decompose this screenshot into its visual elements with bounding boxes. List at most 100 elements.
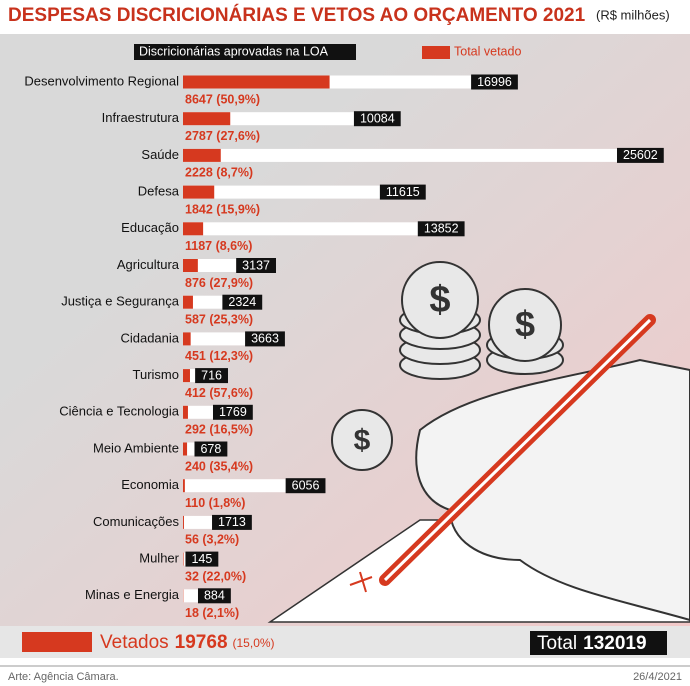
approved-box (245, 331, 285, 347)
vetoed-label: 451 (12,3%) (185, 349, 253, 363)
category-label: Defesa (138, 184, 180, 199)
approved-bar (183, 552, 186, 566)
vetoed-share: (15,0%) (233, 636, 275, 650)
approved-value: 10084 (360, 111, 395, 125)
approved-value: 2324 (228, 295, 256, 309)
legend-label: Discricionárias aprovadas na LOA (139, 44, 329, 58)
vetoed-bar (183, 369, 190, 383)
approved-value: 1769 (219, 405, 247, 419)
approved-bar (183, 442, 195, 456)
vetoed-bar (183, 405, 188, 419)
category-label: Educação (121, 220, 179, 235)
vetoed-label: 2228 (8,7%) (185, 166, 253, 180)
category-label: Saúde (141, 147, 179, 162)
vetoed-label: 32 (22,0%) (185, 569, 246, 583)
approved-value: 884 (204, 589, 225, 603)
svg-text:$: $ (515, 304, 535, 345)
approved-value: 145 (191, 552, 212, 566)
approved-value: 3137 (242, 258, 270, 272)
legend-swatch (134, 44, 356, 60)
category-label: Infraestrutura (102, 110, 180, 125)
approved-value: 6056 (292, 478, 320, 492)
category-label: Ciência e Tecnologia (59, 404, 179, 419)
category-label: Minas e Energia (85, 587, 180, 602)
vetoed-label: 292 (16,5%) (185, 423, 253, 437)
bars: Desenvolvimento Regional 16996 8647 (50,9%… (24, 73, 664, 620)
approved-value: 716 (201, 368, 222, 382)
category-label: Justiça e Segurança (61, 294, 180, 309)
approved-value: 16996 (477, 75, 512, 89)
vetoed-bar (183, 185, 215, 199)
approved-value: 11615 (386, 185, 420, 199)
vetoed-bar (183, 222, 204, 236)
approved-box (285, 478, 326, 494)
approved-box (212, 404, 253, 420)
vetoed-label: 8647 (50,9%) (185, 92, 260, 106)
vetoed-label: 18 (2,1%) (185, 606, 239, 620)
category-label: Mulher (139, 551, 179, 566)
legend-swatch (422, 46, 450, 59)
approved-bar (183, 332, 246, 346)
total-box (530, 631, 667, 655)
vetoed-label: 876 (27,9%) (185, 276, 253, 290)
vetoed-bar (183, 552, 184, 566)
vetoed-label: 1187 (8,6%) (185, 239, 252, 253)
vetoed-label: 110 (1,8%) (185, 496, 245, 510)
approved-box (195, 368, 228, 384)
vetoed-label: 412 (57,6%) (185, 386, 253, 400)
category-label: Turismo (133, 367, 179, 382)
approved-box (185, 551, 219, 567)
vetoed-bar (183, 259, 198, 272)
approved-value: 3663 (251, 332, 279, 346)
vetoed-bar (183, 332, 191, 346)
svg-text:$: $ (354, 424, 371, 457)
vetoed-bar (183, 112, 231, 126)
approved-box (236, 258, 276, 273)
vetoed-bar (183, 515, 184, 529)
total-value: 132019 (583, 633, 646, 654)
illustration: $ $ $ (267, 261, 690, 623)
vetoed-bar (183, 442, 188, 456)
category-label: Economia (121, 477, 180, 492)
vetoed-bar (183, 295, 193, 309)
svg-text:$: $ (429, 279, 450, 321)
approved-bar (183, 479, 286, 493)
credit: Arte: Agência Câmara. (8, 671, 119, 683)
approved-value: 25602 (623, 148, 658, 162)
vetoed-label: Vetados (100, 632, 169, 653)
approved-value: 1713 (218, 515, 246, 529)
category-label: Meio Ambiente (93, 440, 179, 455)
approved-box (417, 221, 465, 237)
vetoed-label: 587 (25,3%) (185, 312, 253, 326)
approved-box (617, 147, 664, 163)
vetoed-value: 19768 (175, 632, 228, 653)
approved-box (222, 294, 263, 310)
legend-label: Total vetado (454, 44, 521, 58)
approved-bar (183, 405, 213, 419)
approved-bar (183, 222, 418, 236)
approved-box (379, 184, 426, 200)
footer-swatch (22, 632, 92, 652)
category-label: Agricultura (117, 257, 180, 272)
chart-subtitle: (R$ milhões) (596, 7, 670, 22)
approved-bar (183, 148, 617, 162)
vetoed-label: 2787 (27,6%) (185, 129, 260, 143)
vetoed-bar (183, 148, 221, 162)
chart-title: DESPESAS DISCRICIONÁRIAS E VETOS AO ORÇA… (8, 4, 586, 26)
approved-bar (183, 515, 213, 529)
vetoed-bar (183, 479, 185, 493)
approved-box (353, 111, 401, 127)
approved-value: 678 (200, 442, 221, 456)
approved-box (212, 514, 252, 530)
approved-box (197, 588, 231, 604)
total-label: Total (537, 633, 577, 654)
approved-box (471, 74, 518, 90)
vetoed-bar (183, 75, 330, 89)
category-label: Desenvolvimento Regional (24, 73, 179, 88)
date: 26/4/2021 (633, 671, 682, 683)
approved-box (194, 441, 228, 457)
category-label: Comunicações (93, 514, 179, 529)
category-label: Cidadania (120, 330, 179, 345)
vetoed-label: 240 (35,4%) (185, 459, 253, 473)
